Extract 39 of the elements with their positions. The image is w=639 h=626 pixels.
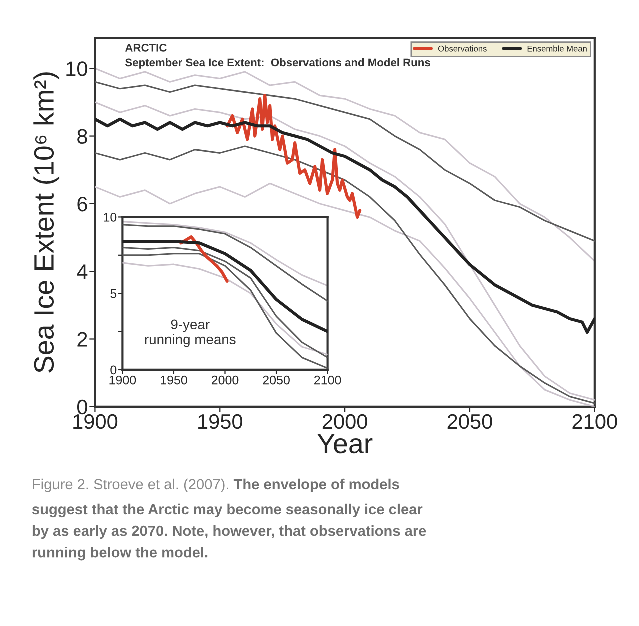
- y-tick-label: 0: [110, 366, 117, 375]
- x-tick-label: 2000: [322, 414, 368, 430]
- x-tick-label: 1900: [74, 414, 118, 430]
- x-tick-label: 2100: [572, 414, 618, 430]
- chart-title: ARCTIC: [125, 44, 167, 52]
- y-tick-label: 10: [104, 213, 117, 222]
- y-tick-label: 8: [78, 129, 88, 144]
- line-series: [95, 118, 595, 334]
- line-series: [95, 102, 595, 401]
- x-tick-label: 2050: [263, 376, 290, 385]
- caption: Figure 2. Stroeve et al. (2007).: [33, 478, 228, 492]
- annotation: 9-year running means: [145, 320, 236, 348]
- x-axis-title: Year: [318, 434, 373, 454]
- x-tick-label: 1950: [198, 414, 242, 430]
- y-tick-label: 6: [78, 196, 88, 212]
- line-series: [95, 68, 595, 262]
- y-tick-label: 2: [78, 332, 88, 347]
- y-tick-label: 10: [66, 62, 88, 76]
- x-tick-label: 2100: [314, 376, 342, 385]
- line-series: [95, 81, 595, 242]
- text: suggest that the Arctic may become seasonally ice clear by as early as 2070. Note, however, that observations are running below the model.: [32, 504, 426, 561]
- legend-label: Ensemble Mean: [528, 46, 587, 52]
- x-tick-label: 1950: [161, 376, 188, 385]
- line-series: [122, 262, 328, 356]
- y-tick-label: 5: [110, 290, 117, 298]
- line-series: [122, 224, 328, 302]
- y-axis-title: Sea Ice Extent (10⁶ km²): [34, 72, 60, 373]
- line-series: [122, 240, 328, 334]
- x-tick-label: 1900: [110, 376, 136, 385]
- line-series: [226, 94, 362, 219]
- line-series: [95, 146, 595, 404]
- text: September Sea Ice Extent: Observations and Model Runs: [126, 58, 430, 69]
- y-tick-label: 4: [77, 264, 88, 280]
- y-tick-label: 0: [77, 400, 88, 415]
- text: The envelope of models: [234, 478, 400, 492]
- x-tick-label: 2000: [212, 376, 239, 385]
- line-series: [122, 221, 328, 287]
- legend-label: Observations: [438, 46, 487, 52]
- x-tick-label: 2050: [448, 414, 492, 430]
